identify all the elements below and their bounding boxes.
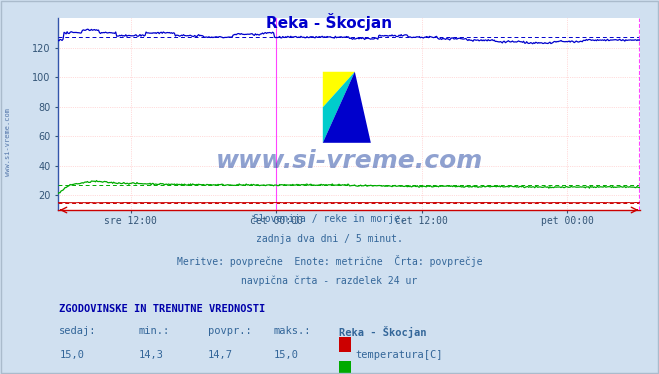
Text: 15,0: 15,0 <box>273 350 299 360</box>
Text: min.:: min.: <box>138 326 169 336</box>
Text: www.si-vreme.com: www.si-vreme.com <box>5 108 11 176</box>
Polygon shape <box>323 72 355 107</box>
Text: Slovenija / reke in morje.: Slovenija / reke in morje. <box>253 214 406 224</box>
Text: zadnja dva dni / 5 minut.: zadnja dva dni / 5 minut. <box>256 234 403 244</box>
Text: temperatura[C]: temperatura[C] <box>355 350 443 360</box>
Text: 14,7: 14,7 <box>208 350 233 360</box>
Text: povpr.:: povpr.: <box>208 326 251 336</box>
Text: 15,0: 15,0 <box>59 350 84 360</box>
Text: www.si-vreme.com: www.si-vreme.com <box>215 148 482 172</box>
Text: Reka - Škocjan: Reka - Škocjan <box>266 13 393 31</box>
Polygon shape <box>323 72 371 143</box>
Polygon shape <box>323 72 355 143</box>
Text: Reka - Škocjan: Reka - Škocjan <box>339 326 427 338</box>
Text: 14,3: 14,3 <box>138 350 163 360</box>
Text: ZGODOVINSKE IN TRENUTNE VREDNOSTI: ZGODOVINSKE IN TRENUTNE VREDNOSTI <box>59 303 266 313</box>
Text: navpična črta - razdelek 24 ur: navpična črta - razdelek 24 ur <box>241 275 418 286</box>
Text: Meritve: povprečne  Enote: metrične  Črta: povprečje: Meritve: povprečne Enote: metrične Črta:… <box>177 255 482 267</box>
Text: sedaj:: sedaj: <box>59 326 97 336</box>
Text: maks.:: maks.: <box>273 326 311 336</box>
